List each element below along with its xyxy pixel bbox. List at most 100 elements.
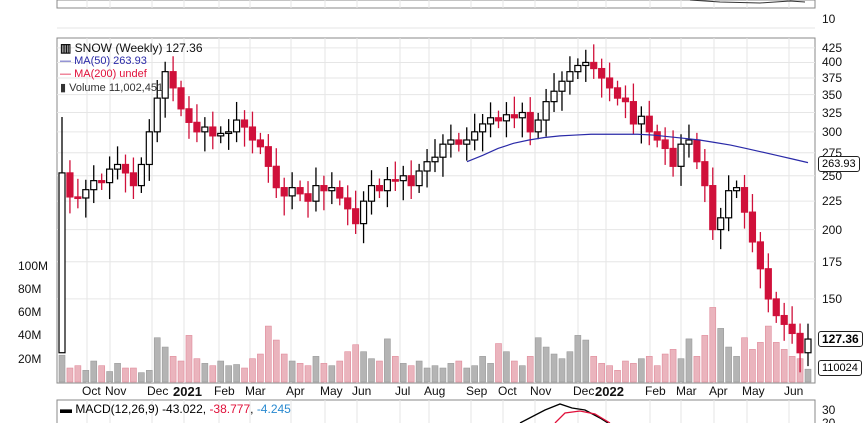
volume-bar [669, 349, 677, 383]
candle-body [217, 132, 225, 137]
volume-icon: ▮ [60, 82, 70, 94]
candle-body [407, 175, 415, 187]
candle-body [709, 185, 717, 231]
candle-body [391, 179, 399, 182]
volume-bar [217, 360, 225, 383]
candle-body [502, 114, 511, 122]
volume-bar [320, 363, 328, 383]
volume-bar [304, 365, 312, 383]
x-tick-label: Dec [573, 384, 595, 398]
candle-body [320, 185, 328, 192]
candle-body [693, 139, 701, 163]
volume-bar [757, 342, 764, 383]
candle-body [98, 180, 106, 184]
volume-bar [463, 367, 471, 383]
candle-body [566, 71, 574, 82]
volume-bar [344, 351, 352, 383]
x-tick-label: 2021 [173, 384, 202, 399]
x-tick-label: Apr [709, 384, 728, 398]
volume-bar [336, 360, 344, 383]
volume-bar [130, 367, 137, 383]
volume-tick-label: 60M [18, 305, 42, 320]
candle-body [621, 97, 630, 103]
volume-bar [288, 360, 296, 383]
candle-body [383, 179, 391, 192]
volume-bar [614, 370, 621, 383]
candle-body [479, 123, 487, 133]
volume-bar [328, 365, 336, 383]
x-tick-label: May [320, 384, 343, 398]
x-tick-label: Jun [784, 384, 804, 398]
volume-bar [114, 363, 121, 383]
volume-bar [558, 358, 566, 383]
x-tick-label: 2022 [595, 384, 624, 399]
top-panel-tick: 10 [822, 12, 836, 26]
candle-body [90, 180, 98, 191]
candle-body [685, 139, 693, 145]
candle-body [645, 115, 653, 133]
volume-bar [106, 371, 113, 383]
price-tick-label: 175 [822, 254, 843, 269]
candle-body [153, 97, 161, 133]
volume-bar [741, 337, 748, 383]
volume-bar [598, 363, 605, 383]
volume-bar [685, 338, 693, 383]
x-tick-label: Jun [352, 384, 372, 398]
candle-body [598, 67, 606, 79]
legend-symbol: ▥ SNOW (Weekly) 127.36 [60, 41, 203, 55]
volume-bar [749, 349, 756, 383]
candle-body [772, 298, 780, 317]
volume-bar [209, 365, 217, 383]
macd-line [519, 403, 609, 423]
volume-bar [280, 353, 288, 383]
candle-body [486, 117, 495, 125]
volume-bar [725, 346, 732, 383]
candle-body [629, 101, 638, 125]
volume-bar [804, 368, 812, 383]
candle-body [613, 87, 622, 99]
candle-body [82, 189, 90, 199]
volume-bar [145, 370, 153, 383]
volume-bar [630, 363, 637, 383]
x-tick-label: Oct [82, 384, 101, 398]
volume-bar [193, 358, 201, 383]
candle-body [550, 90, 558, 103]
candle-body [558, 80, 566, 92]
candle-body [725, 190, 733, 219]
candle-body [312, 185, 320, 202]
candle-body [145, 131, 153, 166]
candle-body [328, 187, 336, 192]
candle-body [526, 111, 534, 133]
x-tick-label: Jul [395, 384, 411, 398]
volume-bar [138, 372, 145, 383]
x-tick-label: Apr [286, 384, 305, 398]
price-tick-label: 400 [822, 55, 843, 70]
candle-body [344, 197, 352, 210]
candle-body [701, 161, 709, 187]
volume-bar [526, 356, 534, 383]
candle-body [201, 126, 209, 133]
volume-bar [638, 358, 645, 383]
macd-legend: ▬ MACD(12,26,9) -43.022, -38.777, -4.245 [60, 402, 291, 416]
candle-body [193, 121, 201, 133]
candle-body [240, 119, 249, 128]
volume-bar [772, 342, 780, 383]
volume-tick-label: 20M [18, 351, 42, 366]
volume-bar [431, 365, 439, 383]
top-panel-frame [56, 0, 816, 9]
price-tick-label: 425 [822, 40, 843, 55]
x-tick-label: Aug [424, 384, 446, 398]
volume-bar [161, 346, 169, 383]
volume-bar [622, 360, 629, 383]
volume-bar [241, 367, 248, 383]
volume-bar [645, 356, 653, 383]
volume-bar [169, 356, 177, 383]
candle-body [518, 111, 526, 119]
candle-body [367, 185, 376, 202]
candle-body [534, 119, 542, 133]
volume-bar [423, 367, 431, 383]
volume-bar [74, 365, 82, 383]
candle-body [106, 168, 114, 184]
legend-ma200: — MA(200) undef [60, 68, 147, 80]
volume-bar [788, 356, 796, 383]
